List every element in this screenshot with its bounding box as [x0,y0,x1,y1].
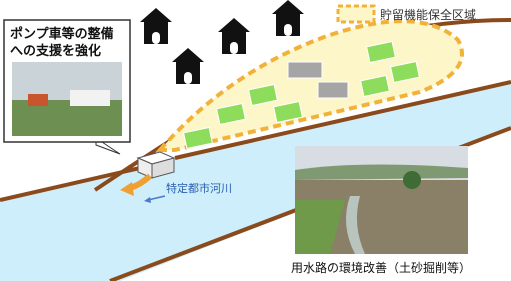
legend-swatch [338,6,374,22]
callout-line: への支援を強化 [10,43,101,59]
diagram: 貯留機能保全区域 特定都市河川 ポンプ車等の整備 への支援を強化 用水路の環境改… [0,0,511,281]
callout-line: ポンプ車等の整備 [10,26,114,42]
legend-label: 貯留機能保全区域 [380,7,476,22]
page: 貯留機能保全区域 特定都市河川 ポンプ車等の整備 への支援を強化 用水路の環境改… [0,0,511,281]
photo-pump-machine [28,94,48,106]
river-label: 特定都市河川 [166,181,232,195]
photo-canal-tree [403,171,421,189]
photo-pump-truck [70,90,110,106]
photo-caption: 用水路の環境改善（土砂掘削等） [291,260,471,275]
